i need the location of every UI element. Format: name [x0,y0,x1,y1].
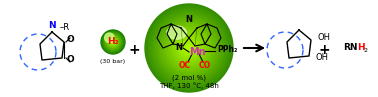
Circle shape [184,44,194,52]
Circle shape [180,39,198,57]
Circle shape [152,11,226,85]
Text: PPh₂: PPh₂ [217,45,237,55]
Circle shape [102,31,124,53]
Circle shape [105,33,114,43]
Circle shape [109,38,116,46]
Text: +: + [128,43,140,57]
Circle shape [101,30,125,54]
Circle shape [157,16,221,80]
Text: OH: OH [315,54,328,62]
Circle shape [149,8,229,88]
Circle shape [105,34,121,50]
Text: THF, 130 °C, 48h: THF, 130 °C, 48h [159,83,219,89]
Circle shape [174,33,204,63]
Text: 2: 2 [363,48,367,54]
Circle shape [154,13,224,83]
Circle shape [183,42,195,54]
Text: +: + [318,43,330,57]
Circle shape [182,41,196,55]
Circle shape [176,35,202,61]
Ellipse shape [167,26,187,39]
Circle shape [171,30,207,66]
Circle shape [160,19,218,77]
Circle shape [112,41,114,43]
Text: CO: CO [199,61,211,71]
Text: –R: –R [60,23,70,32]
Text: N: N [175,43,183,52]
Text: OC: OC [179,61,191,71]
Text: N: N [186,16,192,25]
Circle shape [187,47,191,49]
Circle shape [107,36,119,48]
Circle shape [104,32,122,52]
Text: O: O [66,55,74,65]
Text: H₂: H₂ [107,38,119,46]
Circle shape [151,10,227,86]
Text: Mn: Mn [189,47,205,57]
Circle shape [166,25,212,71]
Circle shape [169,27,209,69]
Circle shape [145,4,233,92]
Circle shape [148,7,230,89]
Text: RN: RN [344,43,358,52]
Text: N: N [48,21,56,30]
Circle shape [155,14,223,82]
Text: OH: OH [317,33,330,42]
Text: H: H [357,43,365,52]
Circle shape [167,26,211,70]
Circle shape [161,20,217,76]
Circle shape [146,5,232,91]
Circle shape [108,37,118,47]
Circle shape [158,17,220,79]
Circle shape [179,38,199,58]
Text: (30 bar): (30 bar) [101,59,125,65]
Circle shape [177,36,201,60]
Circle shape [106,35,120,49]
Circle shape [111,40,115,44]
Text: O: O [66,36,74,45]
Circle shape [186,45,192,51]
Circle shape [164,23,214,73]
Text: (2 mol %): (2 mol %) [172,75,206,81]
Circle shape [170,29,208,67]
Circle shape [163,22,215,74]
Circle shape [173,32,205,64]
